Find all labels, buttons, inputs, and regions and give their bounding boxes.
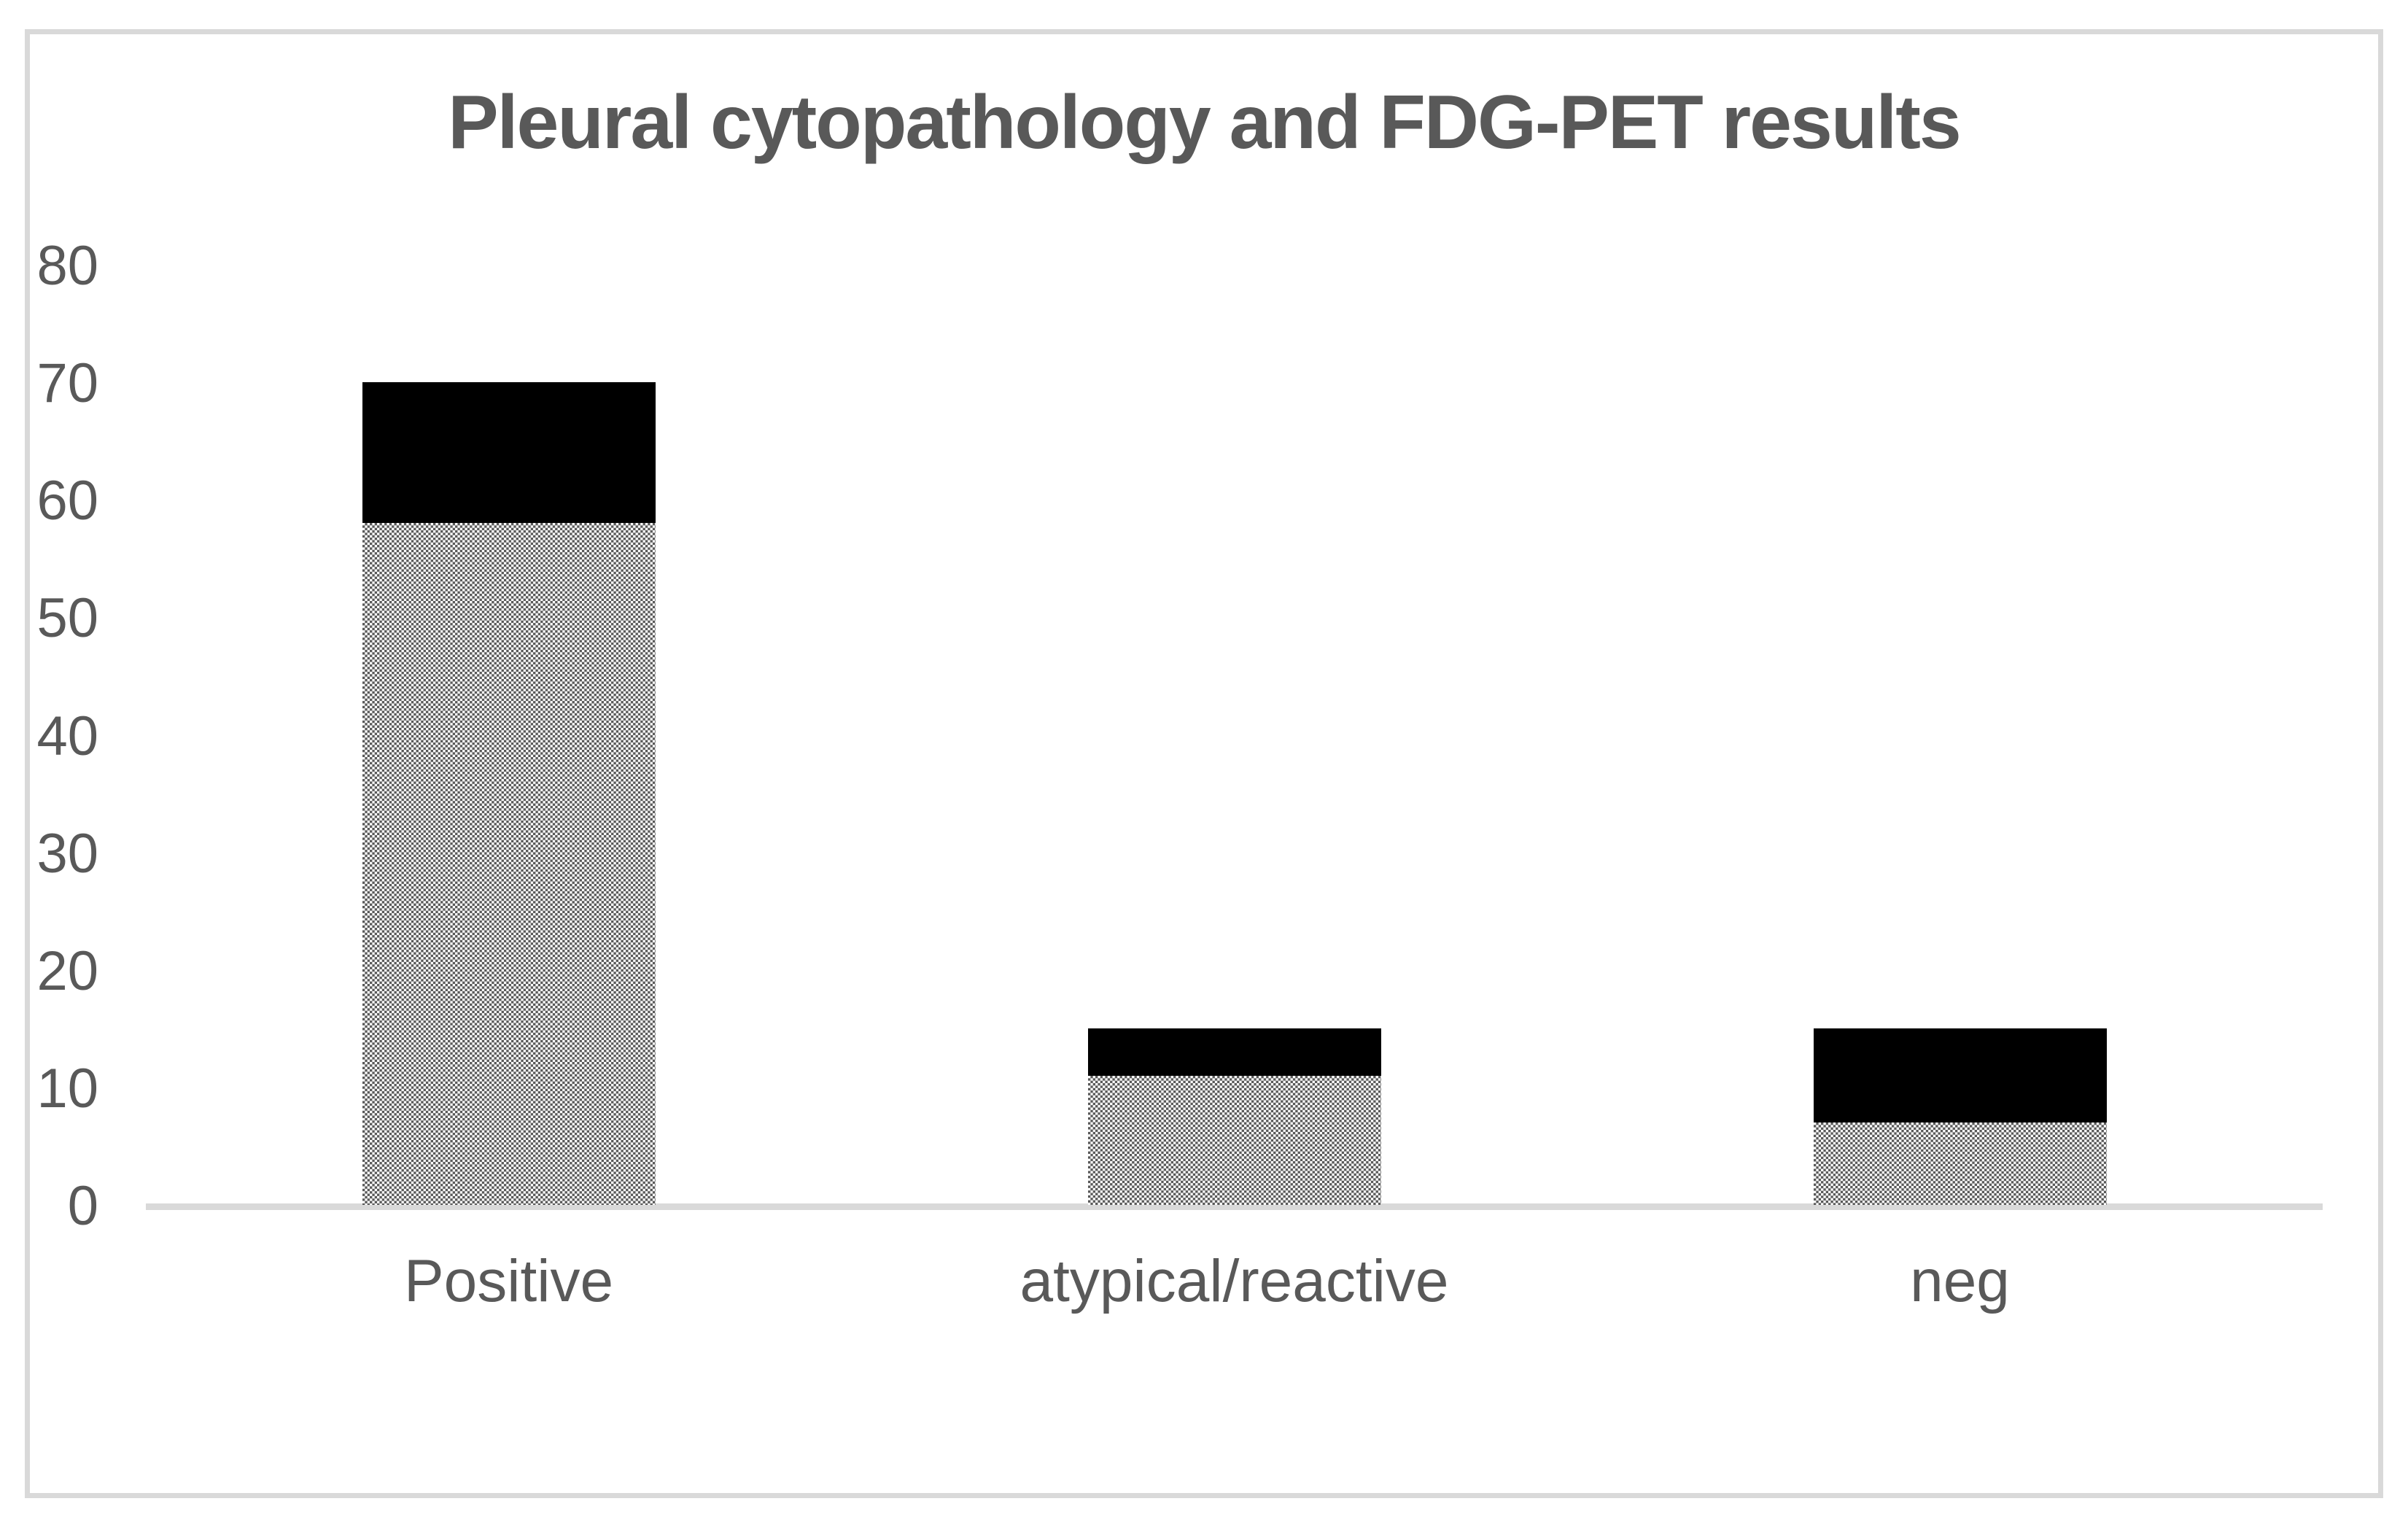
bar-segment-neg-solid (1813, 1028, 2107, 1123)
bar-segment-neg-checkered (1813, 1122, 2107, 1205)
y-tick-label-50: 50 (36, 587, 98, 650)
y-tick-label-40: 40 (36, 705, 98, 767)
y-tick-label-20: 20 (36, 939, 98, 1002)
y-tick-label-10: 10 (36, 1057, 98, 1120)
y-tick-label-60: 60 (36, 470, 98, 532)
x-axis-line (146, 1203, 2323, 1210)
x-category-label-atypical-reactive: atypical/reactive (1019, 1248, 1449, 1314)
bar-segment-atypical-reactive-solid (1087, 1028, 1381, 1076)
y-tick-label-30: 30 (36, 822, 98, 885)
x-category-label-neg: neg (1910, 1248, 2010, 1314)
x-category-label-positive: Positive (403, 1248, 614, 1314)
y-tick-label-80: 80 (36, 235, 98, 297)
chart-title: Pleural cytopathology and FDG-PET result… (448, 80, 1961, 165)
bar-segment-positive-solid (362, 382, 656, 524)
y-tick-label-70: 70 (36, 352, 98, 415)
bar-segment-positive-checkered (362, 523, 656, 1205)
y-tick-label-0: 0 (67, 1175, 98, 1237)
bar-segment-atypical-reactive-checkered (1087, 1075, 1381, 1205)
